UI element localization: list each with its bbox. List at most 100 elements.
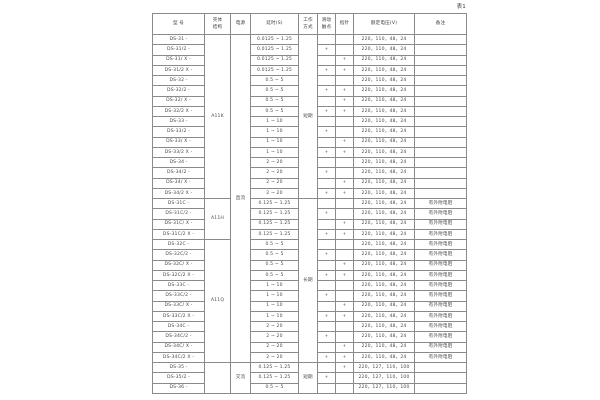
cell-shell-structure: A11H [204, 198, 231, 240]
cell-rated-voltage: 220，110，48，24 [353, 44, 415, 56]
cell-rated-voltage: 220，110，48，24 [353, 208, 415, 220]
cell-rated-voltage: 220，127，110，100 [353, 382, 415, 394]
cell-working-mode: 短期 [298, 34, 318, 199]
cell-model: DS-34 - [152, 156, 205, 169]
column-header-power: 电源 [230, 13, 251, 35]
cell-rated-voltage: 220，110，48，24 [353, 115, 415, 128]
cell-delay-range: 0.125 ~ 1.25 [250, 228, 299, 241]
table-row[interactable]: DS-31 - A11K 直流 0.0125 ~ 1.25 短期 220，110，48，2… [152, 33, 467, 363]
table-row[interactable]: DS-31C - A11H 0.125 ~ 1.25 长期 220，110，48，24 有… [152, 197, 467, 363]
cell-model: DS-31C/2 X - [152, 228, 205, 241]
cell-pointer-mark: + [335, 228, 354, 241]
cell-note: 有外附电阻 [414, 320, 467, 333]
cell-model: DS-31/2 X - [152, 64, 205, 77]
cell-rated-voltage: 220，110，48，24 [353, 85, 415, 97]
cell-rated-voltage: 220，110，48，24 [353, 351, 415, 364]
cell-note: 有外附电阻 [414, 269, 467, 282]
cell-note: 有外附电阻 [414, 351, 467, 364]
cell-pointer-mark: + [335, 259, 354, 271]
cell-note [414, 115, 467, 128]
cell-delay-range: 0.125 ~ 1.25 [250, 197, 299, 210]
table-row[interactable]: DS-35 - 交流 0.125 ~ 1.25 短期 +220，127，110，100 [152, 361, 467, 394]
cell-model: DS-34/ X - [152, 177, 205, 189]
cell-shell-structure [204, 362, 231, 394]
column-header-line: 电源 [235, 21, 246, 27]
table-row[interactable]: DS-34/2 - 2 ~ 20 +220，110，48，24 [152, 167, 467, 179]
cell-model: DS-31C/ X - [152, 218, 205, 230]
cell-model: DS-31C - [152, 197, 205, 210]
cell-pointer-mark [335, 197, 354, 210]
table-row[interactable]: DS-34C/2 X - 2 ~ 20 + +220，110，48，24 有外附电阻 [152, 351, 467, 364]
cell-pointer-mark: + [335, 361, 354, 374]
cell-delay-range: 0.125 ~ 1.25 [250, 218, 299, 230]
cell-model: DS-32C/ X - [152, 259, 205, 271]
cell-delay-range: 0.5 ~ 5 [250, 269, 299, 282]
cell-slide-contact-mark: + [317, 351, 336, 364]
column-header-delay: 延时(S) [250, 13, 299, 35]
cell-slide-contact-mark: + [317, 44, 336, 56]
table-row[interactable]: DS-31/2 X - 0.0125 ~ 1.25 + +220，110，48，24 [152, 64, 467, 77]
cell-delay-range: 0.5 ~ 5 [250, 95, 299, 107]
cell-delay-range: 1 ~ 10 [250, 126, 299, 138]
table-row[interactable]: DS-31/2 - 0.0125 ~ 1.25 +220，110，48，24 [152, 44, 467, 56]
table-row[interactable]: DS-33C - 1 ~ 10 220，110，48，24 有外附电阻 [152, 279, 467, 292]
table-row[interactable]: DS-36 - 0.5 ~ 5 220，127，110，100 [152, 382, 467, 394]
cell-slide-contact-mark [317, 136, 336, 148]
cell-model: DS-34C/2 - [152, 331, 205, 343]
cell-pointer-mark: + [335, 146, 354, 159]
cell-note [414, 54, 467, 66]
cell-slide-contact-mark [317, 74, 336, 87]
cell-rated-voltage: 220，110，48，24 [353, 228, 415, 241]
column-header-model: 型 号 [152, 13, 205, 35]
cell-slide-contact-mark [317, 341, 336, 353]
cell-note [414, 85, 467, 97]
cell-model: DS-32/2 - [152, 85, 205, 97]
cell-slide-contact-mark [317, 115, 336, 128]
cell-note: 有外附电阻 [414, 279, 467, 292]
cell-slide-contact-mark: + [317, 146, 336, 159]
cell-model: DS-36 - [152, 382, 205, 394]
cell-slide-contact-mark: + [317, 310, 336, 323]
cell-slide-contact-mark [317, 238, 336, 251]
cell-rated-voltage: 220，127，110，100 [353, 372, 415, 384]
cell-slide-contact-mark [317, 300, 336, 312]
column-header-line: 壳体 [212, 17, 223, 23]
cell-pointer-mark: + [335, 64, 354, 77]
cell-model: DS-33 - [152, 115, 205, 128]
cell-power-supply: 交流 [230, 362, 251, 394]
table-row[interactable]: DS-33C/2 X - 1 ~ 10 + +220，110，48，24 有外附电阻 [152, 310, 467, 323]
header-row: 型 号壳体 结构 电源 延时(S) 工作 方式 滑动 触点 指针 额定电压(V) 备注 [152, 13, 467, 35]
cell-note: 有外附电阻 [414, 310, 467, 323]
cell-rated-voltage: 220，110，48，24 [353, 33, 415, 46]
table-row[interactable]: DS-32/2 X - 0.5 ~ 5 + +220，110，48，24 [152, 105, 467, 118]
table-row[interactable]: DS-34/2 X - 2 ~ 20 + +220，110，48，24 [152, 187, 467, 200]
cell-note [414, 136, 467, 148]
cell-note [414, 33, 467, 46]
cell-rated-voltage: 220，110，48，24 [353, 95, 415, 107]
cell-note: 有外附电阻 [414, 331, 467, 343]
cell-slide-contact-mark: + [317, 126, 336, 138]
cell-delay-range: 0.0125 ~ 1.25 [250, 33, 299, 46]
cell-model: DS-33C/2 X - [152, 310, 205, 323]
cell-model: DS-34C - [152, 320, 205, 333]
cell-slide-contact-mark: + [317, 228, 336, 241]
column-header-line: 备注 [435, 21, 446, 27]
cell-slide-contact-mark: + [317, 64, 336, 77]
cell-delay-range: 1 ~ 10 [250, 279, 299, 292]
cell-model: DS-31/ X - [152, 54, 205, 66]
column-header-line: 方式 [303, 25, 313, 30]
table-row[interactable]: DS-34 - 2 ~ 20 220，110，48，24 [152, 156, 467, 169]
cell-model: DS-34C/2 X - [152, 351, 205, 364]
cell-rated-voltage: 220，110，48，24 [353, 177, 415, 189]
cell-rated-voltage: 220，110，48，24 [353, 197, 415, 210]
cell-delay-range: 0.5 ~ 5 [250, 85, 299, 97]
cell-slide-contact-mark [317, 320, 336, 333]
cell-pointer-mark [335, 238, 354, 251]
column-header-line: 指针 [339, 21, 350, 27]
cell-pointer-mark [335, 331, 354, 343]
cell-note [414, 361, 467, 374]
column-header-line: 额定电压(V) [370, 21, 398, 27]
cell-delay-range: 2 ~ 20 [250, 341, 299, 353]
cell-rated-voltage: 220，110，48，24 [353, 74, 415, 87]
cell-slide-contact-mark [317, 218, 336, 230]
